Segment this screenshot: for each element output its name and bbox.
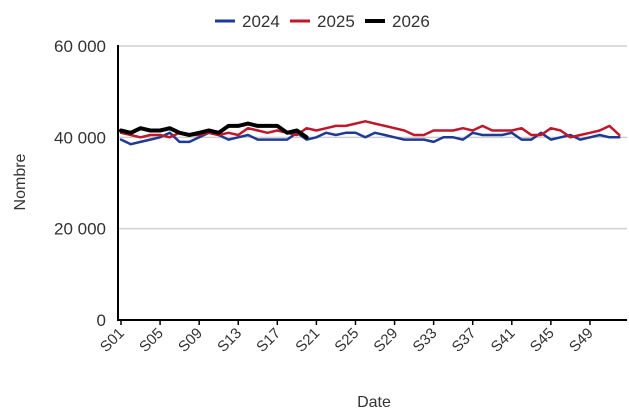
legend-label-2024: 2024 (242, 12, 280, 31)
x-tick-label-S33: S33 (410, 325, 441, 356)
x-tick-label-S09: S09 (175, 325, 206, 356)
series-line-2025 (119, 120, 621, 139)
axes (117, 45, 627, 325)
x-tick-label-S13: S13 (214, 325, 245, 356)
x-axis-title: Date (357, 394, 391, 410)
x-tick-label-S45: S45 (527, 325, 558, 356)
legend-label-2026: 2026 (392, 12, 430, 31)
y-tick-label-0: 0 (97, 311, 106, 330)
y-tick-label-3: 60 000 (54, 37, 106, 56)
y-tick-labels: 0 20 000 40 000 60 000 (54, 37, 106, 330)
grid-lines (118, 45, 627, 230)
x-tick-label-S29: S29 (370, 325, 401, 356)
y-tick-label-1: 20 000 (54, 220, 106, 239)
legend-label-2025: 2025 (317, 12, 355, 31)
x-tick-label-S05: S05 (136, 325, 167, 356)
x-tick-label-S49: S49 (566, 325, 597, 356)
legend: 2024 2025 2026 (215, 12, 430, 31)
x-tick-label-S21: S21 (292, 325, 323, 356)
x-tick-labels: S01 S05 S09 S13 S17 S21 S25 S29 S33 S37 S41 S45 S49 (97, 325, 597, 356)
series-layer (119, 120, 621, 146)
x-tick-label-S25: S25 (331, 325, 362, 356)
x-tick-label-S41: S41 (488, 325, 519, 356)
series-line-2026 (119, 121, 309, 140)
x-tick-label-S37: S37 (449, 325, 480, 356)
y-axis-title: Nombre (12, 153, 29, 210)
y-tick-label-2: 40 000 (54, 128, 106, 147)
x-tick-label-S17: S17 (253, 325, 284, 356)
